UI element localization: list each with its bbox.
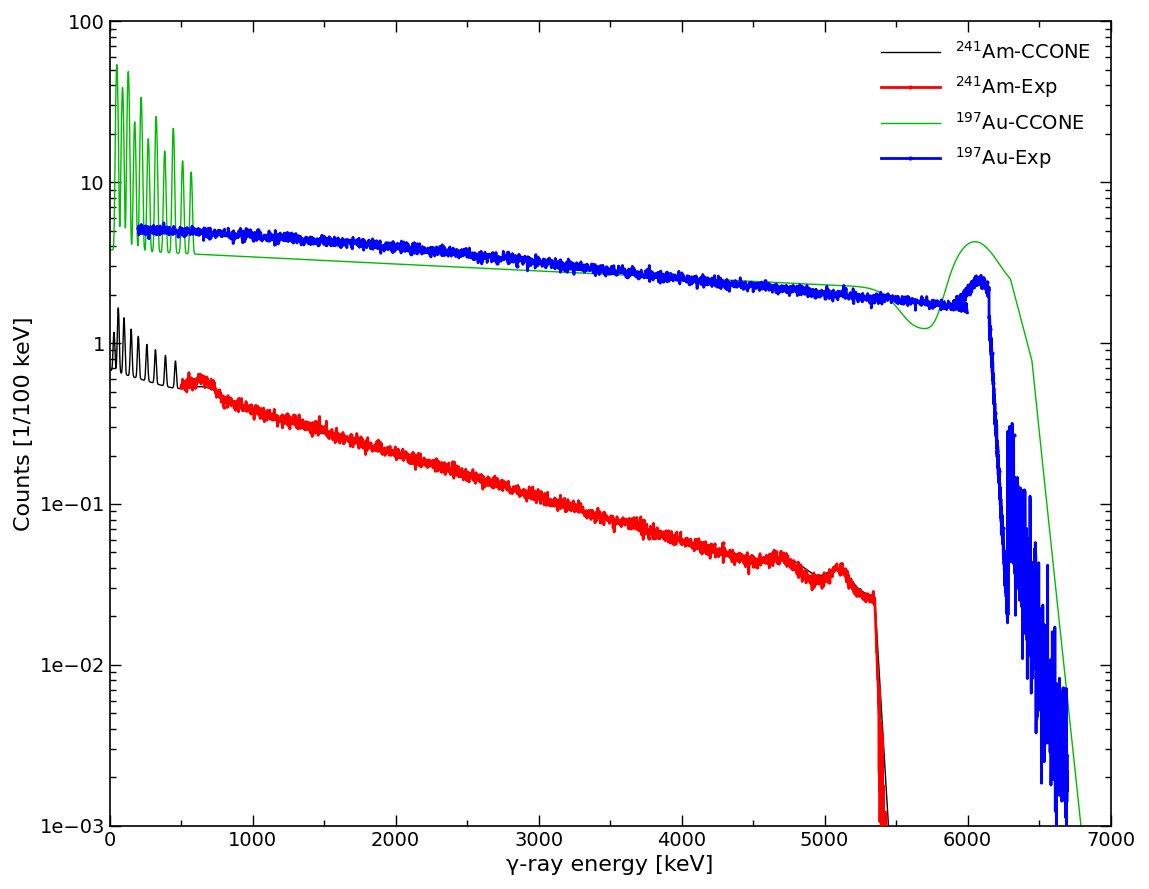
X-axis label: γ-ray energy [keV]: γ-ray energy [keV] — [507, 855, 714, 875]
$^{197}$Au-CCONE — [110, 60, 124, 70]
$^{241}$Am-Exp — [271, 412, 285, 422]
$^{241}$Am-CCONE — [111, 302, 125, 313]
Legend: $^{241}$Am-CCONE, $^{241}$Am-Exp, $^{197}$Au-CCONE, $^{197}$Au-Exp: $^{241}$Am-CCONE, $^{241}$Am-Exp, $^{197… — [871, 31, 1101, 181]
$^{241}$Am-CCONE — [689, 539, 703, 549]
Line: $^{241}$Am-Exp: $^{241}$Am-Exp — [179, 372, 890, 889]
Line: $^{197}$Au-Exp: $^{197}$Au-Exp — [137, 221, 1069, 827]
$^{197}$Au-Exp — [1061, 750, 1074, 761]
$^{241}$Am-Exp — [716, 538, 730, 549]
$^{197}$Au-CCONE — [332, 256, 346, 267]
$^{241}$Am-CCONE — [749, 555, 763, 565]
$^{241}$Am-Exp — [182, 367, 195, 378]
$^{197}$Au-Exp — [1010, 499, 1024, 509]
$^{241}$Am-Exp — [863, 597, 877, 607]
$^{241}$Am-CCONE — [403, 454, 417, 465]
Line: $^{197}$Au-CCONE: $^{197}$Au-CCONE — [110, 65, 1096, 889]
$^{197}$Au-CCONE — [342, 256, 356, 267]
$^{197}$Au-Exp — [874, 297, 888, 308]
$^{241}$Am-CCONE — [574, 505, 588, 516]
$^{197}$Au-CCONE — [338, 256, 352, 267]
$^{197}$Au-Exp — [387, 240, 401, 251]
Line: $^{241}$Am-CCONE: $^{241}$Am-CCONE — [110, 308, 896, 889]
$^{241}$Am-Exp — [175, 381, 188, 392]
Y-axis label: Counts [1/100 keV]: Counts [1/100 keV] — [14, 316, 33, 531]
$^{197}$Au-Exp — [1049, 821, 1063, 831]
$^{241}$Am-Exp — [184, 376, 198, 387]
$^{241}$Am-Exp — [214, 389, 228, 400]
$^{197}$Au-Exp — [465, 249, 479, 260]
$^{197}$Au-CCONE — [476, 263, 489, 274]
$^{197}$Au-Exp — [854, 293, 867, 304]
$^{197}$Au-CCONE — [103, 244, 117, 255]
$^{197}$Au-Exp — [131, 222, 145, 233]
$^{241}$Am-CCONE — [246, 407, 260, 418]
$^{197}$Au-CCONE — [546, 267, 560, 277]
$^{241}$Am-CCONE — [103, 364, 117, 375]
$^{197}$Au-Exp — [157, 218, 171, 228]
$^{197}$Au-Exp — [1061, 751, 1074, 762]
$^{241}$Am-Exp — [600, 510, 614, 521]
$^{241}$Am-CCONE — [615, 517, 629, 527]
